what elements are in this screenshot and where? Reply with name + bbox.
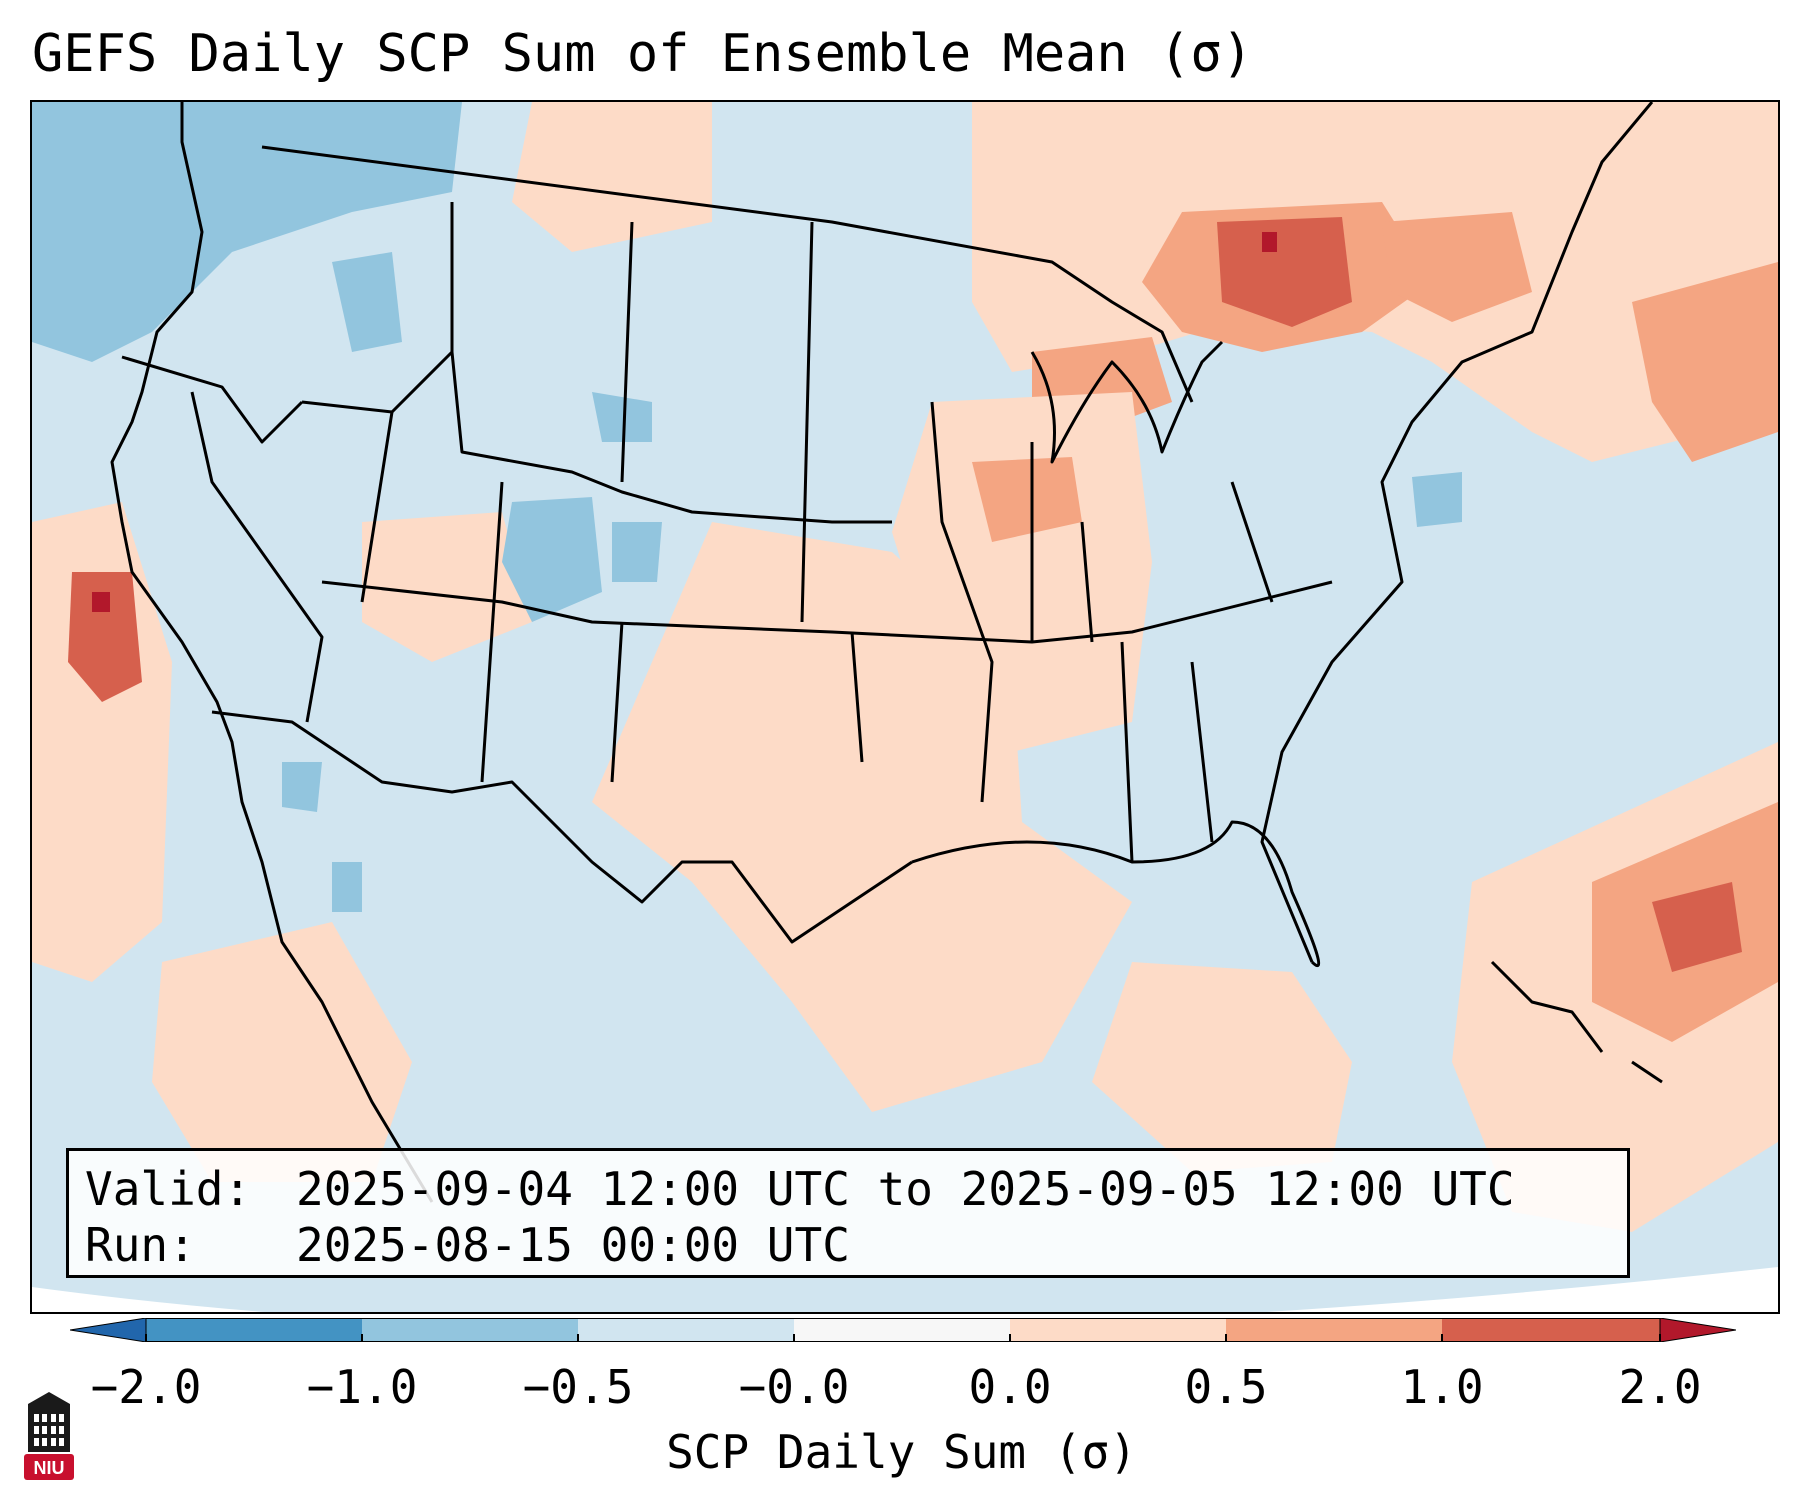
anomaly-baja (282, 762, 322, 812)
anomaly-mexico-pacific (152, 922, 412, 1182)
valid-label: Valid: (85, 1162, 252, 1216)
negative-anomaly-fields (32, 102, 1462, 912)
colorbar-tick-label: 2.0 (1618, 1360, 1702, 1414)
california-nevada-border (190, 391, 324, 723)
anomaly-pacific-peak (92, 592, 110, 612)
map-panel (30, 100, 1780, 1314)
atlantic-coastline (1260, 102, 1654, 963)
logo-badge (24, 1454, 74, 1480)
anomaly-montana (512, 102, 712, 252)
anomaly-atlantic-peak (1652, 882, 1742, 972)
colorbar-segment-3 (794, 1318, 1010, 1342)
anomaly-peak-ontario (1262, 232, 1277, 252)
colorbar-tick-label: −0.5 (522, 1360, 634, 1414)
colorbar-segment-0 (146, 1318, 362, 1342)
positive-anomaly-fields (32, 102, 1778, 1232)
oregon-border (121, 355, 304, 444)
state-line-1 (301, 350, 892, 524)
colorbar-extend-high (1659, 1318, 1736, 1342)
colorbar-tick-label: −0.0 (738, 1360, 850, 1414)
colorbar-segment-1 (362, 1318, 578, 1342)
boundary-lines (110, 102, 1663, 1203)
niu-logo: NIU (24, 1392, 74, 1480)
anomaly-idaho (332, 252, 402, 352)
logo-text: NIU (34, 1458, 65, 1478)
run-row: Run: 2025-08-15 00:00 UTC (85, 1217, 1611, 1273)
colorbar-label: SCP Daily Sum (σ) (666, 1425, 1137, 1479)
colorbar-tick-label: 1.0 (1400, 1360, 1484, 1414)
anomaly-colorado-east (612, 522, 662, 582)
anomaly-pacific-northwest (32, 102, 462, 362)
anomaly-southern-plains (592, 522, 1132, 1112)
run-value: 2025-08-15 00:00 UTC (296, 1218, 850, 1272)
us-mexico-border (211, 710, 913, 944)
great-lakes (1030, 340, 1224, 464)
colorbar-segment-6 (1442, 1318, 1660, 1342)
anomaly-ontario-core (1217, 217, 1352, 327)
colorbar-extend-low (70, 1318, 147, 1342)
colorbar-tick-label: 0.0 (968, 1360, 1052, 1414)
colorbar-segment-5 (1226, 1318, 1442, 1342)
colorbar-outline (145, 1318, 1661, 1342)
valid-value: 2025-09-04 12:00 UTC to 2025-09-05 12:00… (296, 1162, 1515, 1216)
map-graphic (32, 102, 1778, 1312)
anomaly-nebraska (592, 392, 652, 442)
colorbar-tick-marks (145, 1334, 1661, 1342)
colorbar-segment-4 (1010, 1318, 1226, 1342)
state-line-2 (321, 580, 1333, 644)
colorbar-tick-label: −2.0 (90, 1360, 202, 1414)
colorbar (70, 1318, 1736, 1342)
gulf-coastline (911, 820, 1321, 968)
anomaly-colorado (502, 497, 602, 622)
state-line-3 (360, 202, 864, 783)
anomaly-iowa (972, 457, 1082, 542)
pacific-coastline (110, 102, 434, 1203)
valid-run-infobox: Valid: 2025-09-04 12:00 UTC to 2025-09-05… (66, 1148, 1630, 1278)
page-title: GEFS Daily SCP Sum of Ensemble Mean (σ) (32, 24, 1253, 84)
anomaly-pacific-core (68, 572, 142, 702)
valid-row: Valid: 2025-09-04 12:00 UTC to 2025-09-05… (85, 1161, 1611, 1217)
canada-us-border (261, 145, 1194, 403)
logo-tower-icon (28, 1392, 70, 1452)
state-line-4 (930, 401, 1274, 863)
run-label: Run: (85, 1218, 196, 1272)
anomaly-new-england (1632, 262, 1778, 462)
anomaly-utah (362, 512, 532, 662)
colorbar-segment-2 (578, 1318, 794, 1342)
anomaly-pacific (32, 502, 172, 982)
anomaly-gulf (1092, 962, 1352, 1172)
caribbean-islands (1490, 960, 1663, 1084)
colorbar-tick-label: 0.5 (1184, 1360, 1268, 1414)
anomaly-quebec (1382, 212, 1532, 322)
anomaly-sonora (332, 862, 362, 912)
anomaly-atlantic-coast (1412, 472, 1462, 527)
colorbar-tick-label: −1.0 (306, 1360, 418, 1414)
projection-edge (32, 1267, 1778, 1312)
